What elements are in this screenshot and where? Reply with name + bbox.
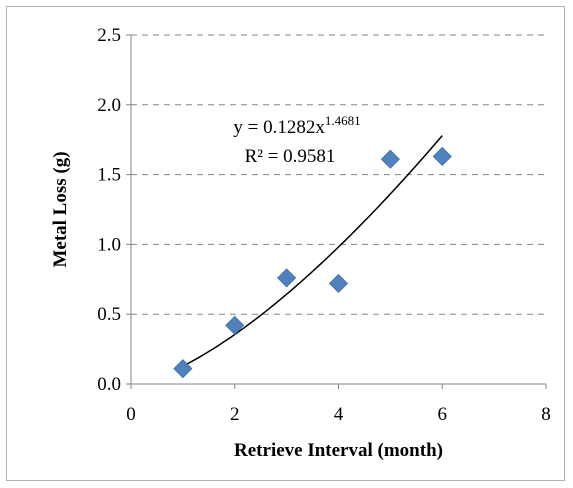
chart-frame [6, 6, 565, 481]
trendline-r-squared: R² = 0.9581 [245, 146, 336, 167]
data-points [173, 146, 452, 379]
y-tick-label: 0.0 [97, 374, 121, 395]
data-point [380, 149, 400, 169]
trendline-group [182, 135, 443, 367]
x-tick-label: 0 [126, 404, 136, 425]
gridlines [126, 34, 547, 389]
data-point [328, 273, 349, 294]
trendline-equation: y = 0.1282x1.4681 [233, 113, 360, 138]
x-tick-label: 4 [334, 404, 344, 425]
trendline [182, 135, 443, 367]
data-point [432, 146, 452, 167]
data-point [277, 268, 297, 288]
tick-labels: 0.0 0.5 1.0 1.5 2.0 2.5 0 2 4 6 8 [97, 25, 551, 425]
x-tick-label: 8 [541, 404, 551, 425]
x-axis-title: Retrieve Interval (month) [234, 440, 443, 461]
y-tick-label: 2.5 [97, 25, 121, 46]
y-tick-label: 1.0 [97, 234, 121, 255]
x-tick-label: 2 [230, 404, 240, 425]
data-point [173, 359, 193, 379]
data-point [225, 315, 245, 335]
y-tick-label: 2.0 [97, 95, 121, 116]
axes [130, 35, 546, 385]
x-tick-label: 6 [438, 404, 448, 425]
y-axis-title: Metal Loss (g) [50, 151, 71, 267]
y-tick-label: 1.5 [97, 165, 121, 186]
y-tick-label: 0.5 [97, 304, 121, 325]
